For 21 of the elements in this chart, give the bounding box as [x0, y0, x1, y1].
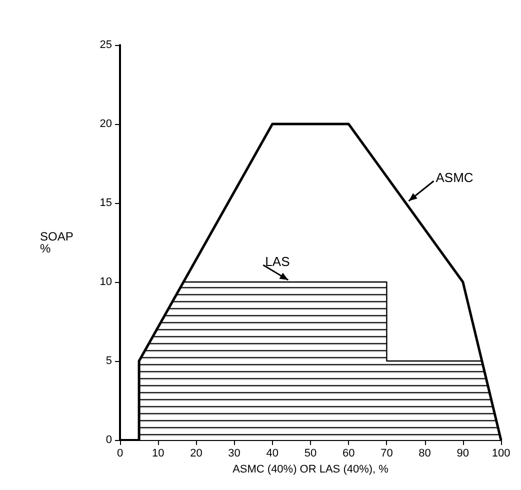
x-tick-label: 0 — [116, 448, 124, 460]
x-tick-label: 30 — [228, 448, 240, 460]
y-tick-label: 25 — [100, 39, 112, 51]
y-tick-label: 10 — [100, 276, 112, 288]
text: ASMC — [436, 170, 474, 185]
y-axis-title: SOAP % — [40, 230, 74, 256]
x-tick-label: 90 — [456, 448, 470, 460]
x-tick-label: 10 — [152, 448, 164, 460]
x-tick-label: 50 — [304, 448, 317, 460]
y-tick-label: 0 — [106, 434, 112, 446]
x-axis-title: ASMC (40%) OR LAS (40%), % — [232, 464, 389, 476]
x-tick-label: 70 — [380, 448, 393, 460]
y-tick-label: 15 — [100, 197, 112, 209]
y-tick-label: 20 — [100, 118, 112, 130]
y-tick-label: 5 — [106, 355, 112, 367]
x-tick-label: 100 — [492, 448, 510, 460]
x-tick-label: 80 — [418, 448, 431, 460]
series-label: LAS — [265, 254, 290, 269]
x-tick-label: 40 — [266, 448, 279, 460]
x-tick-label: 20 — [190, 448, 202, 460]
x-tick-label: 60 — [342, 448, 355, 460]
